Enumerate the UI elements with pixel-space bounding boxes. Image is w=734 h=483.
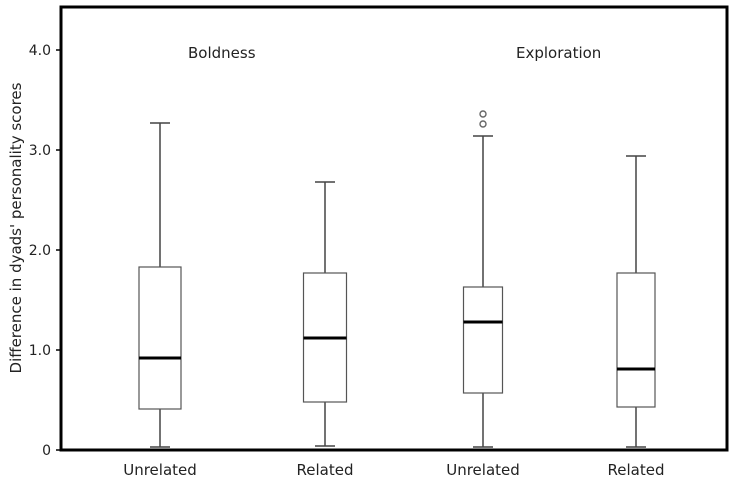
- iqr-box: [138, 266, 182, 410]
- outlier-point: [479, 110, 487, 118]
- y-tick-label: 1.0: [29, 343, 51, 359]
- x-category-label: Related: [297, 461, 354, 479]
- box-exploration-unrelated: [462, 110, 504, 448]
- x-category-label: Unrelated: [123, 461, 197, 479]
- box-exploration-related: [616, 155, 656, 448]
- y-axis: 0 1.0 2.0 3.0 4.0: [29, 43, 61, 459]
- plot-border: [59, 5, 729, 452]
- y-tick-label: 3.0: [29, 143, 51, 159]
- boxes-layer: [138, 110, 656, 448]
- y-tick-label: 4.0: [29, 43, 51, 59]
- iqr-box: [616, 272, 656, 408]
- outlier-point: [479, 120, 487, 128]
- x-category-label: Related: [608, 461, 665, 479]
- iqr-box: [462, 286, 504, 394]
- x-category-label: Unrelated: [446, 461, 520, 479]
- labels-layer: Difference in dyads' personality scores …: [7, 44, 664, 479]
- group-label-boldness: Boldness: [188, 44, 256, 62]
- y-axis-label: Difference in dyads' personality scores: [7, 82, 25, 373]
- y-tick-label: 2.0: [29, 243, 51, 259]
- box-boldness-related: [302, 181, 348, 447]
- y-tick-label: 0: [42, 443, 51, 459]
- box-boldness-unrelated: [138, 122, 182, 448]
- plot-frame: [59, 5, 729, 452]
- group-label-exploration: Exploration: [516, 44, 601, 62]
